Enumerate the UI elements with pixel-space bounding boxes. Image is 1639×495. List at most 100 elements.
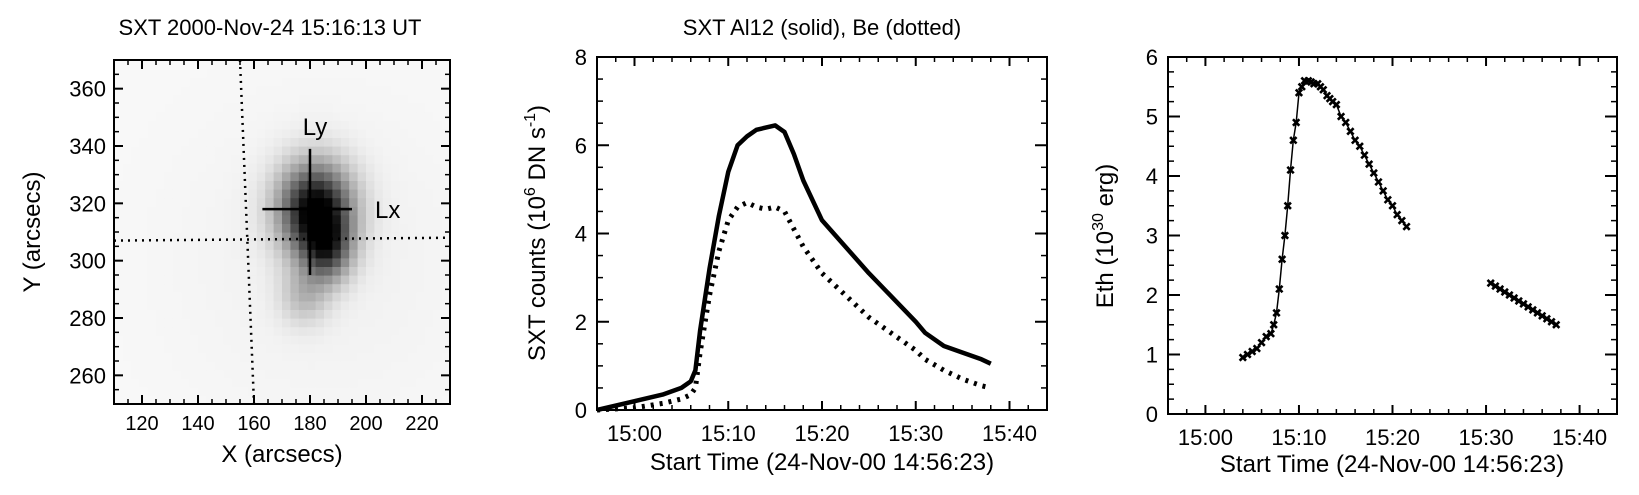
heatmap-cell — [164, 77, 174, 87]
heatmap-cell — [340, 111, 350, 121]
heatmap-cell — [433, 266, 443, 276]
lightcurve-series — [596, 123, 992, 413]
heatmap-cell — [223, 352, 233, 362]
heatmap-cell — [408, 275, 417, 285]
heatmap-cell — [223, 318, 233, 328]
heatmap-cell — [433, 352, 443, 362]
heatmap-cell — [198, 103, 207, 113]
heatmap-cell — [332, 60, 342, 70]
heatmap-cell — [248, 395, 258, 405]
heatmap-cell — [366, 283, 375, 293]
y-tick-label: 340 — [69, 134, 106, 159]
heatmap-cell — [214, 171, 224, 181]
heatmap-cell — [324, 240, 333, 250]
heatmap-cell — [391, 240, 401, 250]
heatmap-cell — [156, 249, 165, 259]
heatmap-cell — [256, 378, 266, 388]
heatmap-cell — [139, 318, 149, 328]
heatmap-cell — [282, 77, 291, 87]
heatmap-cell — [332, 163, 342, 173]
heatmap-cell — [282, 275, 291, 285]
heatmap-cell — [441, 85, 451, 95]
heatmap-cell — [366, 137, 375, 147]
heatmap-cell — [399, 232, 409, 242]
heatmap-cell — [223, 206, 233, 216]
heatmap-cell — [290, 369, 300, 379]
heatmap-cell — [122, 240, 132, 250]
heatmap-cell — [391, 309, 401, 319]
heatmap-cell — [240, 163, 249, 173]
heatmap-cell — [298, 249, 308, 259]
heatmap-cell — [273, 206, 283, 216]
heatmap-cell — [172, 318, 182, 328]
heatmap-cell — [408, 171, 417, 181]
data-point — [1289, 136, 1298, 145]
heatmap-cell — [332, 275, 342, 285]
heatmap-cell — [122, 343, 132, 353]
heatmap-cell — [156, 223, 165, 233]
heatmap-cell — [206, 292, 216, 302]
heatmap-cell — [408, 137, 417, 147]
heatmap-cell — [156, 154, 165, 164]
heatmap-cell — [240, 343, 249, 353]
heatmap-cell — [307, 395, 317, 405]
heatmap-cell — [382, 386, 392, 396]
heatmap-cell — [130, 335, 140, 345]
heatmap-cell — [340, 292, 350, 302]
heatmap-cell — [181, 154, 191, 164]
heatmap-cell — [139, 137, 149, 147]
heatmap-cell — [382, 85, 392, 95]
heatmap-cell — [198, 85, 207, 95]
heatmap-cell — [122, 249, 132, 259]
heatmap-cell — [366, 326, 375, 336]
heatmap-cell — [181, 275, 191, 285]
heatmap-cell — [256, 137, 266, 147]
heatmap-cell — [349, 369, 359, 379]
heatmap-cell — [130, 180, 140, 190]
heatmap-cell — [424, 189, 434, 199]
heatmap-cell — [357, 68, 367, 78]
heatmap-cell — [114, 223, 123, 233]
heatmap-cell — [130, 189, 140, 199]
heatmap-cell — [416, 326, 426, 336]
heatmap-cell — [441, 197, 451, 207]
heatmap-cell — [248, 180, 258, 190]
heatmap-cell — [198, 283, 207, 293]
y-tick-label: 4 — [1146, 164, 1158, 189]
heatmap-cell — [315, 369, 325, 379]
heatmap-cell — [248, 249, 258, 259]
heatmap-cell — [273, 335, 283, 345]
heatmap-cell — [164, 318, 174, 328]
heatmap-cell — [399, 68, 409, 78]
heatmap-cell — [223, 292, 233, 302]
heatmap-cell — [189, 180, 199, 190]
heatmap-cell — [349, 146, 359, 156]
heatmap-cell — [198, 257, 207, 267]
heatmap-cell — [357, 386, 367, 396]
heatmap-cell — [433, 275, 443, 285]
heatmap-cell — [366, 369, 375, 379]
heatmap-cell — [181, 94, 191, 104]
heatmap-cell — [156, 197, 165, 207]
y-tick-label: 300 — [69, 249, 106, 274]
y-tick-label: 4 — [575, 222, 587, 247]
heatmap-cell — [433, 77, 443, 87]
heatmap-cell — [139, 77, 149, 87]
heatmap-cell — [399, 163, 409, 173]
heatmap-cell — [273, 197, 283, 207]
heatmap-cell — [156, 318, 165, 328]
heatmap-cell — [189, 120, 199, 130]
heatmap-cell — [265, 180, 275, 190]
data-point — [1332, 100, 1341, 109]
heatmap-cell — [156, 352, 165, 362]
heatmap-cell — [240, 180, 249, 190]
heatmap-cell — [340, 335, 350, 345]
heatmap-cell — [282, 318, 291, 328]
heatmap-cell — [156, 146, 165, 156]
heatmap-cell — [265, 386, 275, 396]
heatmap-cell — [147, 171, 157, 181]
heatmap-cell — [307, 85, 317, 95]
heatmap-cell — [315, 257, 325, 267]
heatmap-cell — [147, 137, 157, 147]
heatmap-cell — [340, 352, 350, 362]
